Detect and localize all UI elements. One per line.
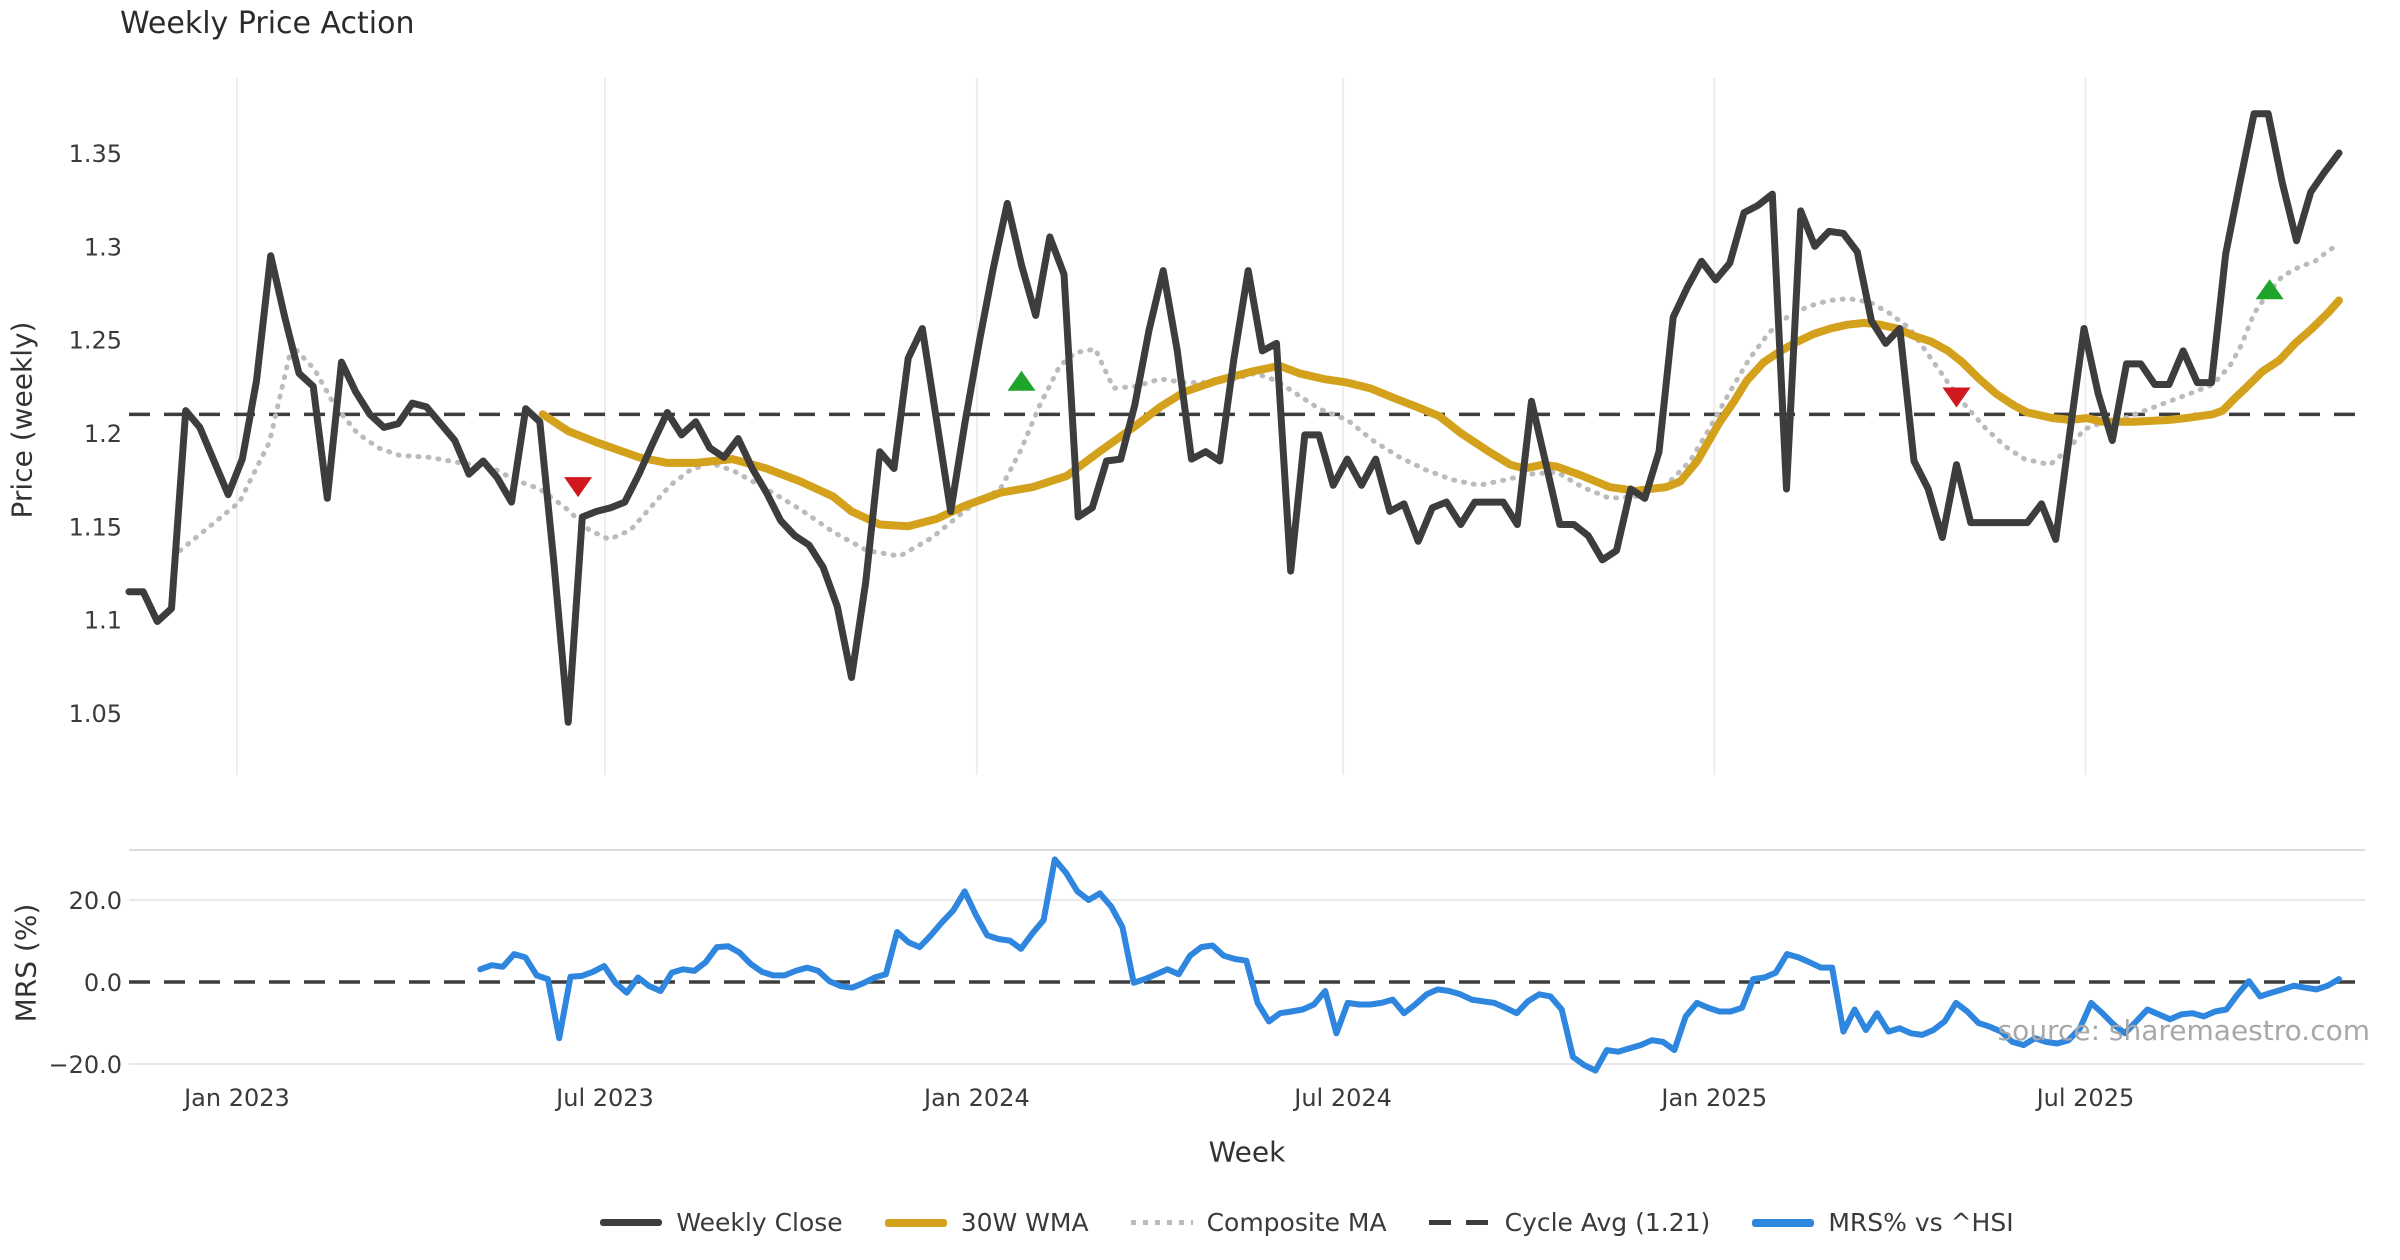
mrs-y-axis-label: MRS (%)	[9, 903, 43, 1023]
wma-line-swatch	[884, 1218, 947, 1227]
x-tick-label: Jul 2025	[2035, 1084, 2135, 1112]
x-tick-label: Jan 2025	[1659, 1084, 1767, 1112]
x-tick-label: Jul 2024	[1292, 1084, 1392, 1112]
price-y-tick-label: 1.15	[69, 513, 122, 541]
price-y-tick-label: 1.1	[84, 607, 122, 635]
weekly-close-line-swatch	[600, 1219, 663, 1226]
mrs-y-tick-label: 20.0	[69, 887, 122, 915]
price-y-tick-label: 1.2	[84, 420, 122, 448]
composite-ma-line	[177, 242, 2342, 559]
legend: Weekly Close 30W WMA Composite MA Cycle …	[0, 1208, 2400, 1237]
legend-label: Weekly Close	[676, 1208, 843, 1237]
mrs-y-tick-label: −20.0	[48, 1051, 122, 1079]
legend-item-wma: 30W WMA	[884, 1208, 1089, 1237]
price-y-tick-label: 1.35	[69, 140, 122, 168]
x-tick-label: Jul 2023	[554, 1084, 654, 1112]
sell-marker	[564, 477, 593, 498]
price-y-tick-label: 1.05	[69, 700, 122, 728]
legend-item-mrs: MRS% vs ^HSI	[1752, 1208, 2014, 1237]
legend-item-weekly-close: Weekly Close	[600, 1208, 843, 1237]
cycle-avg-line-swatch	[1428, 1220, 1491, 1225]
x-tick-label: Jan 2024	[922, 1084, 1030, 1112]
legend-label: Cycle Avg (1.21)	[1504, 1208, 1711, 1237]
price-y-tick-label: 1.25	[69, 327, 122, 355]
legend-label: MRS% vs ^HSI	[1828, 1208, 2014, 1237]
mrs-y-tick-label: 0.0	[84, 969, 122, 997]
buy-marker	[1007, 370, 1036, 391]
legend-item-composite: Composite MA	[1130, 1208, 1387, 1237]
legend-label: Composite MA	[1206, 1208, 1387, 1237]
weekly-close-line	[125, 110, 2343, 726]
buy-marker	[2255, 279, 2284, 300]
composite-line-swatch	[1130, 1220, 1193, 1225]
mrs-line-swatch	[1752, 1218, 1815, 1227]
source-watermark: source: sharemaestro.com	[1997, 1014, 2370, 1047]
mrs-line	[477, 856, 2342, 1074]
x-axis-label: Week	[1208, 1135, 1286, 1169]
page-title: Weekly Price Action	[120, 6, 415, 41]
sell-marker	[1942, 387, 1971, 408]
price-y-tick-label: 1.3	[84, 233, 122, 261]
x-tick-label: Jan 2023	[182, 1084, 290, 1112]
legend-item-cycle-avg: Cycle Avg (1.21)	[1428, 1208, 1711, 1237]
legend-label: 30W WMA	[960, 1208, 1089, 1237]
price-y-axis-label: Price (weekly)	[5, 321, 39, 519]
